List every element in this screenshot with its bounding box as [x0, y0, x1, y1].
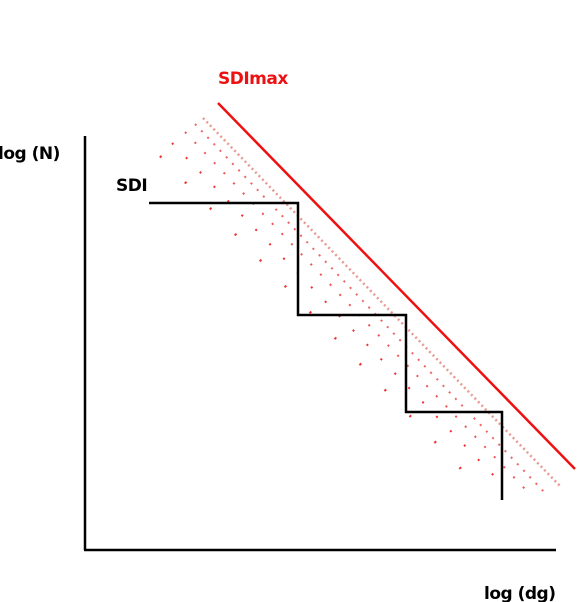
- sdi-max-line: [217, 102, 576, 470]
- dotted-line-1: [159, 155, 465, 473]
- y-axis-label: log (N): [0, 144, 60, 164]
- x-axis-label: log (dg): [484, 584, 555, 602]
- sdi-label: SDI: [116, 176, 147, 196]
- sdi-max-label: SDImax: [218, 69, 288, 89]
- dotted-line-3: [184, 131, 527, 491]
- sdi-step-line: [149, 201, 504, 500]
- dotted-line-5: [202, 117, 561, 487]
- dotted-line-4: [194, 123, 547, 495]
- dotted-line-2: [171, 142, 501, 483]
